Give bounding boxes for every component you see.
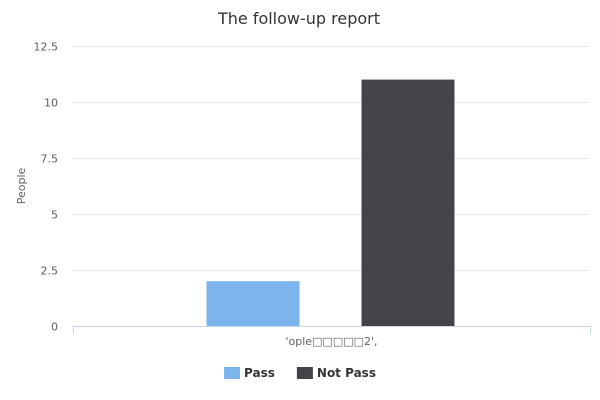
legend-label: Pass — [244, 366, 275, 380]
legend-item-not-pass[interactable]: Not Pass — [296, 366, 376, 380]
y-tick-label: 5 — [51, 209, 58, 222]
bars — [206, 79, 455, 326]
chart-title: The follow-up report — [217, 9, 380, 28]
y-tick-label: 0 — [51, 321, 58, 334]
gridlines — [73, 46, 590, 271]
legend-swatch — [224, 367, 241, 379]
y-tick-label: 7.5 — [41, 153, 59, 166]
legend-item-pass[interactable]: Pass — [224, 366, 275, 380]
y-tick-label: 12.5 — [34, 41, 59, 54]
x-axis-ticks: 'ople□□□□□2', — [73, 326, 591, 348]
legend-swatch — [296, 367, 313, 379]
legend-label: Not Pass — [317, 366, 376, 380]
y-axis-tick-labels: 0 2.5 5 7.5 10 12.5 — [34, 41, 59, 334]
x-category-label: 'ople□□□□□2', — [285, 335, 377, 348]
legend: Pass Not Pass — [224, 366, 376, 380]
bar-pass — [206, 281, 300, 326]
y-axis-title: People — [15, 167, 28, 204]
y-tick-label: 2.5 — [41, 265, 59, 278]
bar-not-pass — [361, 79, 455, 326]
y-tick-label: 10 — [44, 97, 58, 110]
